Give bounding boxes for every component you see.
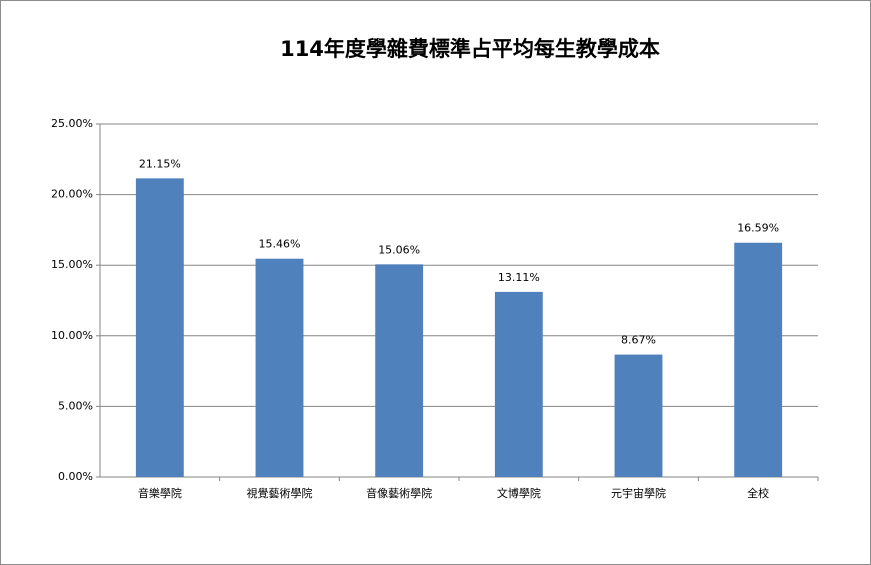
x-tick-label: 元宇宙學院 bbox=[611, 486, 666, 500]
y-tick-label: 5.00% bbox=[58, 399, 93, 412]
data-label: 21.15% bbox=[139, 157, 181, 170]
data-label: 8.67% bbox=[621, 334, 656, 347]
y-tick-label: 20.00% bbox=[51, 188, 93, 201]
y-tick-label: 25.00% bbox=[51, 117, 93, 130]
data-label: 13.11% bbox=[498, 271, 540, 284]
x-tick-label: 視覺藝術學院 bbox=[247, 486, 313, 500]
bar bbox=[375, 264, 424, 477]
x-tick-label: 文博學院 bbox=[497, 486, 541, 500]
chart-title: 114年度學雜費標準占平均每生教學成本 bbox=[280, 37, 660, 61]
y-tick-label: 10.00% bbox=[51, 329, 93, 342]
bar bbox=[614, 354, 663, 477]
bar bbox=[734, 242, 783, 477]
data-label: 15.46% bbox=[259, 238, 301, 251]
bar bbox=[255, 258, 304, 477]
x-tick-label: 音樂學院 bbox=[138, 486, 182, 500]
x-tick-label: 全校 bbox=[747, 486, 769, 500]
bar bbox=[494, 291, 543, 477]
data-label: 16.59% bbox=[737, 222, 779, 235]
y-tick-label: 0.00% bbox=[58, 470, 93, 483]
y-tick-label: 15.00% bbox=[51, 258, 93, 271]
x-tick-label: 音像藝術學院 bbox=[366, 486, 432, 500]
bar bbox=[135, 178, 184, 477]
data-label: 15.06% bbox=[378, 243, 420, 256]
